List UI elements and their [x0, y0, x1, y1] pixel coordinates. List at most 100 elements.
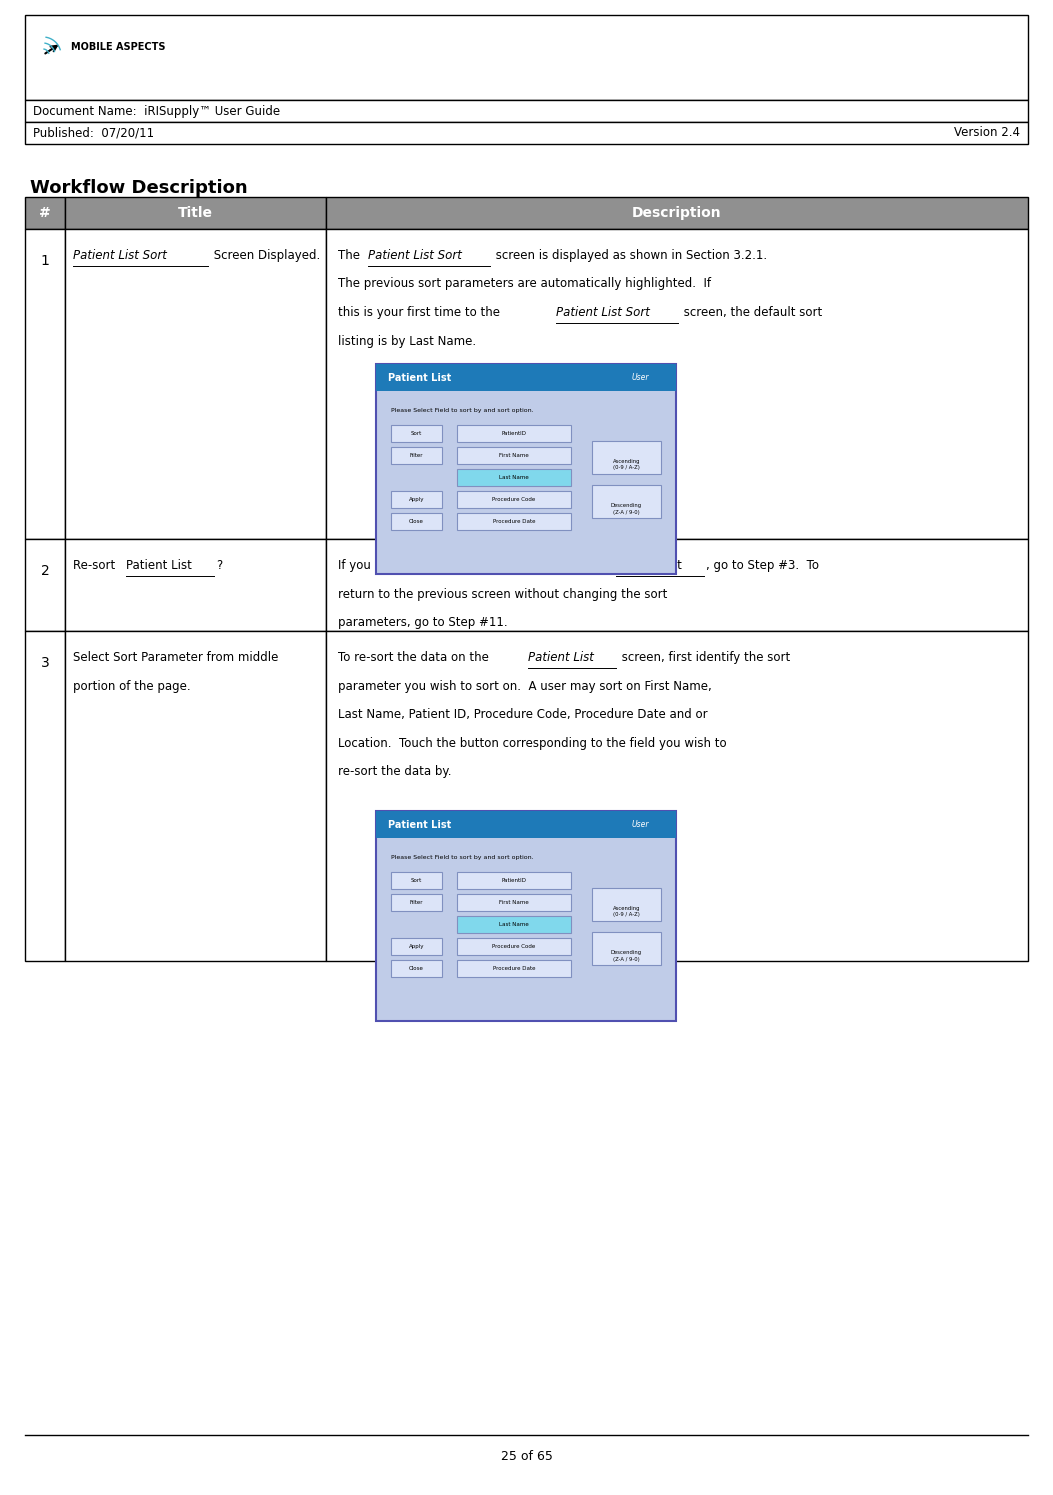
Text: Close: Close	[409, 966, 424, 970]
Text: Published:  07/20/11: Published: 07/20/11	[33, 127, 154, 139]
Text: Patient List Sort: Patient List Sort	[367, 250, 462, 262]
Text: Apply: Apply	[409, 943, 424, 949]
Text: this is your first time to the: this is your first time to the	[338, 306, 503, 318]
Bar	[376, 363, 676, 574]
Bar	[65, 197, 325, 229]
Text: MOBILE ASPECTS: MOBILE ASPECTS	[71, 42, 165, 52]
Text: Patient List: Patient List	[528, 650, 594, 664]
Text: listing is by Last Name.: listing is by Last Name.	[338, 335, 476, 347]
Text: screen is displayed as shown in Section 3.2.1.: screen is displayed as shown in Section …	[492, 250, 767, 262]
Text: Procedure Date: Procedure Date	[493, 966, 535, 970]
Text: Location.  Touch the button corresponding to the field you wish to: Location. Touch the button corresponding…	[338, 737, 727, 749]
Text: Procedure Code: Procedure Code	[492, 496, 536, 502]
Bar	[457, 960, 571, 976]
Bar	[592, 931, 661, 966]
Text: 1: 1	[41, 254, 49, 268]
Text: Please Select Field to sort by and sort option.: Please Select Field to sort by and sort …	[391, 855, 534, 860]
Bar	[457, 916, 571, 933]
Text: Ascending
(0-9 / A-Z): Ascending (0-9 / A-Z)	[613, 906, 640, 918]
Text: To re-sort the data on the: To re-sort the data on the	[338, 650, 493, 664]
Bar	[457, 425, 571, 441]
Text: 3: 3	[41, 656, 49, 670]
Text: 2: 2	[41, 564, 49, 579]
Text: The previous sort parameters are automatically highlighted.  If: The previous sort parameters are automat…	[338, 278, 711, 290]
Bar	[25, 229, 65, 540]
Text: Patient List: Patient List	[388, 819, 451, 830]
Bar	[457, 937, 571, 955]
Bar	[391, 960, 442, 976]
Text: Close: Close	[409, 519, 424, 525]
Bar	[25, 123, 1028, 144]
Text: Procedure Date: Procedure Date	[493, 519, 535, 525]
Bar	[457, 490, 571, 508]
Bar	[457, 872, 571, 888]
Text: The: The	[338, 250, 363, 262]
Text: Document Name:  iRISupply™ User Guide: Document Name: iRISupply™ User Guide	[33, 105, 280, 118]
Text: Sort: Sort	[411, 878, 422, 884]
Text: screen, first identify the sort: screen, first identify the sort	[618, 650, 790, 664]
Text: PatientID: PatientID	[501, 431, 526, 437]
Text: Descending
(Z-A / 9-0): Descending (Z-A / 9-0)	[611, 504, 642, 514]
Bar	[391, 937, 442, 955]
Text: Description: Description	[632, 206, 721, 220]
Text: Patient List Sort: Patient List Sort	[73, 250, 167, 262]
Text: Patient List Sort: Patient List Sort	[556, 306, 650, 318]
Text: Workflow Description: Workflow Description	[29, 179, 247, 197]
Bar	[592, 484, 661, 519]
Text: return to the previous screen without changing the sort: return to the previous screen without ch…	[338, 588, 668, 601]
Bar	[25, 100, 1028, 123]
Text: Descending
(Z-A / 9-0): Descending (Z-A / 9-0)	[611, 951, 642, 961]
Bar	[325, 197, 1028, 229]
Bar	[592, 441, 661, 474]
Bar	[376, 810, 676, 839]
Text: portion of the page.: portion of the page.	[73, 680, 191, 692]
Text: , go to Step #3.  To: , go to Step #3. To	[706, 559, 819, 573]
Text: User: User	[631, 374, 649, 383]
Bar	[325, 631, 1028, 961]
Bar	[65, 229, 325, 540]
Text: Screen Displayed.: Screen Displayed.	[211, 250, 320, 262]
Bar	[391, 490, 442, 508]
Bar	[391, 513, 442, 529]
Text: ?: ?	[216, 559, 222, 573]
Text: #: #	[39, 206, 51, 220]
Bar	[592, 888, 661, 921]
Bar	[325, 540, 1028, 631]
Text: PatientID: PatientID	[501, 878, 526, 884]
Text: parameter you wish to sort on.  A user may sort on First Name,: parameter you wish to sort on. A user ma…	[338, 680, 712, 692]
Bar	[391, 894, 442, 910]
Text: parameters, go to Step #11.: parameters, go to Step #11.	[338, 616, 508, 629]
Text: Version 2.4: Version 2.4	[954, 127, 1020, 139]
Text: Select Sort Parameter from middle: Select Sort Parameter from middle	[73, 650, 278, 664]
Bar	[65, 631, 325, 961]
Bar	[457, 447, 571, 463]
Bar	[25, 197, 65, 229]
Text: Sort: Sort	[411, 431, 422, 437]
Bar	[391, 425, 442, 441]
Bar	[457, 894, 571, 910]
Bar	[457, 469, 571, 486]
Text: Last Name: Last Name	[499, 922, 529, 927]
Text: User: User	[631, 821, 649, 830]
Bar	[25, 631, 65, 961]
Text: First Name: First Name	[499, 453, 529, 457]
Bar	[376, 810, 676, 1021]
Bar	[25, 540, 65, 631]
Text: Ascending
(0-9 / A-Z): Ascending (0-9 / A-Z)	[613, 459, 640, 471]
Bar	[25, 15, 1028, 100]
Text: Re-sort: Re-sort	[73, 559, 119, 573]
Text: Title: Title	[178, 206, 213, 220]
Text: Patient List: Patient List	[616, 559, 681, 573]
Text: If you wish to re-sort the data in the: If you wish to re-sort the data in the	[338, 559, 555, 573]
Text: Patient List: Patient List	[126, 559, 192, 573]
Bar	[391, 872, 442, 888]
Text: 25 of 65: 25 of 65	[500, 1450, 553, 1464]
Bar	[457, 513, 571, 529]
Text: Last Name: Last Name	[499, 475, 529, 480]
Text: First Name: First Name	[499, 900, 529, 904]
Bar	[65, 540, 325, 631]
Text: Filter: Filter	[410, 453, 423, 457]
Text: Last Name, Patient ID, Procedure Code, Procedure Date and or: Last Name, Patient ID, Procedure Code, P…	[338, 709, 708, 721]
Bar	[391, 447, 442, 463]
Text: screen, the default sort: screen, the default sort	[680, 306, 822, 318]
